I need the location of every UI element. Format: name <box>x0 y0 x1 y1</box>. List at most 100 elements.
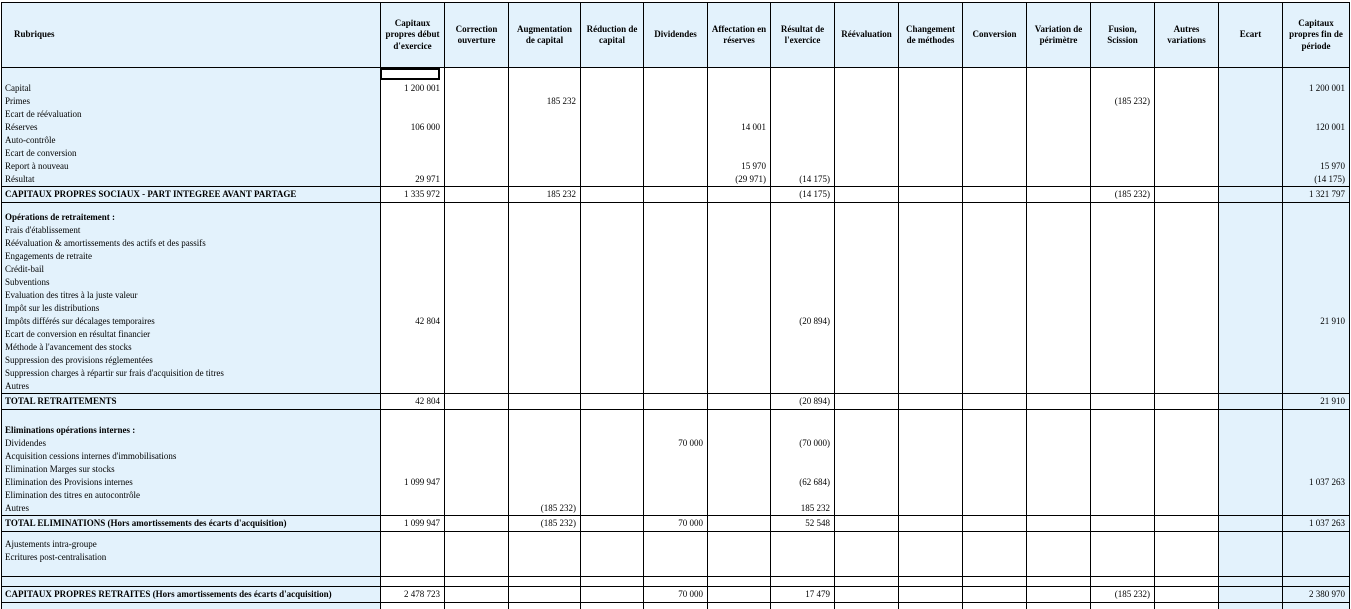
value-column-cell[interactable] <box>1155 532 1219 577</box>
total-value-cell[interactable] <box>445 394 509 410</box>
total-value-cell[interactable]: 70 000 <box>644 587 708 603</box>
total-value-cell[interactable]: 2 380 970 <box>1283 587 1350 603</box>
value-column-cell[interactable] <box>708 203 771 394</box>
total-value-cell[interactable] <box>963 516 1027 532</box>
value-column-cell[interactable]: 185 232 <box>509 68 581 187</box>
value-column-cell[interactable] <box>445 410 509 516</box>
value-column-cell[interactable]: 14 001 15 970(29 971) <box>708 68 771 187</box>
value-column-cell[interactable] <box>708 532 771 577</box>
total-value-cell[interactable] <box>963 394 1027 410</box>
value-column-cell[interactable] <box>1091 532 1155 577</box>
total-value-cell[interactable]: 42 804 <box>381 394 445 410</box>
total-value-cell[interactable] <box>445 187 509 203</box>
total-value-cell[interactable]: (185 232) <box>1091 587 1155 603</box>
value-column-cell[interactable] <box>445 68 509 187</box>
value-column-cell[interactable] <box>835 532 899 577</box>
column-header[interactable]: Réévaluation <box>835 3 899 68</box>
value-column-cell[interactable] <box>1219 68 1283 187</box>
total-value-cell[interactable] <box>835 587 899 603</box>
total-value-cell[interactable] <box>899 587 963 603</box>
total-value-cell[interactable] <box>509 587 581 603</box>
total-value-cell[interactable]: 1 099 947 <box>381 516 445 532</box>
column-header[interactable]: Correction ouverture <box>445 3 509 68</box>
total-value-cell[interactable] <box>644 394 708 410</box>
total-value-cell[interactable] <box>835 516 899 532</box>
value-column-cell[interactable] <box>509 203 581 394</box>
total-value-cell[interactable] <box>1219 187 1283 203</box>
column-header[interactable]: Dividendes <box>644 3 708 68</box>
total-value-cell[interactable] <box>708 587 771 603</box>
total-value-cell[interactable] <box>581 187 644 203</box>
total-value-cell[interactable]: (185 232) <box>1091 187 1155 203</box>
column-header[interactable]: Autres variations <box>1155 3 1219 68</box>
value-column-cell[interactable]: 1 200 001 120 001 15 970(14 175) <box>1283 68 1350 187</box>
value-column-cell[interactable] <box>963 410 1027 516</box>
value-column-cell[interactable] <box>581 532 644 577</box>
total-value-cell[interactable] <box>835 394 899 410</box>
total-value-cell[interactable] <box>899 516 963 532</box>
total-value-cell[interactable] <box>708 394 771 410</box>
total-value-cell[interactable] <box>509 394 581 410</box>
total-value-cell[interactable]: 52 548 <box>771 516 835 532</box>
value-column-cell[interactable] <box>835 68 899 187</box>
total-value-cell[interactable]: 21 910 <box>1283 394 1350 410</box>
column-header[interactable]: Affectation en réserves <box>708 3 771 68</box>
value-column-cell[interactable] <box>963 203 1027 394</box>
value-column-cell[interactable] <box>1155 203 1219 394</box>
total-value-cell[interactable] <box>708 516 771 532</box>
column-header[interactable]: Ecart <box>1219 3 1283 68</box>
value-column-cell[interactable] <box>1027 410 1091 516</box>
total-value-cell[interactable] <box>1155 587 1219 603</box>
total-value-cell[interactable] <box>581 587 644 603</box>
value-column-cell[interactable]: (185 232) <box>1091 68 1155 187</box>
total-value-cell[interactable] <box>708 187 771 203</box>
column-header[interactable]: Fusion, Scission <box>1091 3 1155 68</box>
value-column-cell[interactable] <box>1027 68 1091 187</box>
total-value-cell[interactable] <box>581 516 644 532</box>
total-value-cell[interactable] <box>1091 516 1155 532</box>
column-header[interactable]: Résultat de l'exercice <box>771 3 835 68</box>
total-value-cell[interactable] <box>1219 587 1283 603</box>
value-column-cell[interactable] <box>899 203 963 394</box>
value-column-cell[interactable] <box>1283 532 1350 577</box>
value-column-cell[interactable]: 70 000 <box>644 410 708 516</box>
total-value-cell[interactable] <box>1219 394 1283 410</box>
value-column-cell[interactable] <box>1219 203 1283 394</box>
total-value-cell[interactable]: (185 232) <box>509 516 581 532</box>
total-value-cell[interactable] <box>835 187 899 203</box>
value-column-cell[interactable] <box>899 68 963 187</box>
value-column-cell[interactable] <box>771 532 835 577</box>
total-value-cell[interactable] <box>1027 187 1091 203</box>
value-column-cell[interactable] <box>381 532 445 577</box>
value-column-cell[interactable] <box>1091 203 1155 394</box>
total-value-cell[interactable] <box>899 187 963 203</box>
value-column-cell[interactable] <box>644 532 708 577</box>
value-column-cell[interactable] <box>899 532 963 577</box>
value-column-cell[interactable] <box>963 532 1027 577</box>
total-value-cell[interactable] <box>445 587 509 603</box>
total-value-cell[interactable] <box>1155 187 1219 203</box>
total-value-cell[interactable] <box>963 187 1027 203</box>
total-value-cell[interactable]: 2 478 723 <box>381 587 445 603</box>
value-column-cell[interactable]: (14 175) <box>771 68 835 187</box>
value-column-cell[interactable]: (70 000) (62 684) 185 232 <box>771 410 835 516</box>
value-column-cell[interactable] <box>1155 410 1219 516</box>
value-column-cell[interactable]: (20 894) <box>771 203 835 394</box>
value-column-cell[interactable] <box>445 203 509 394</box>
total-value-cell[interactable] <box>445 516 509 532</box>
value-column-cell[interactable] <box>581 68 644 187</box>
total-value-cell[interactable] <box>1155 394 1219 410</box>
total-value-cell[interactable]: 1 321 797 <box>1283 187 1350 203</box>
total-value-cell[interactable] <box>1027 587 1091 603</box>
value-column-cell[interactable]: 1 200 001 106 000 29 971 <box>381 68 445 187</box>
value-column-cell[interactable] <box>581 203 644 394</box>
value-column-cell[interactable] <box>644 68 708 187</box>
value-column-cell[interactable]: 21 910 <box>1283 203 1350 394</box>
value-column-cell[interactable] <box>1155 68 1219 187</box>
value-column-cell[interactable] <box>708 410 771 516</box>
total-value-cell[interactable] <box>899 394 963 410</box>
column-header[interactable]: Variation de périmètre <box>1027 3 1091 68</box>
column-header[interactable]: Capitaux propres début d'exercice <box>381 3 445 68</box>
total-value-cell[interactable]: 17 479 <box>771 587 835 603</box>
total-value-cell[interactable]: 1 037 263 <box>1283 516 1350 532</box>
